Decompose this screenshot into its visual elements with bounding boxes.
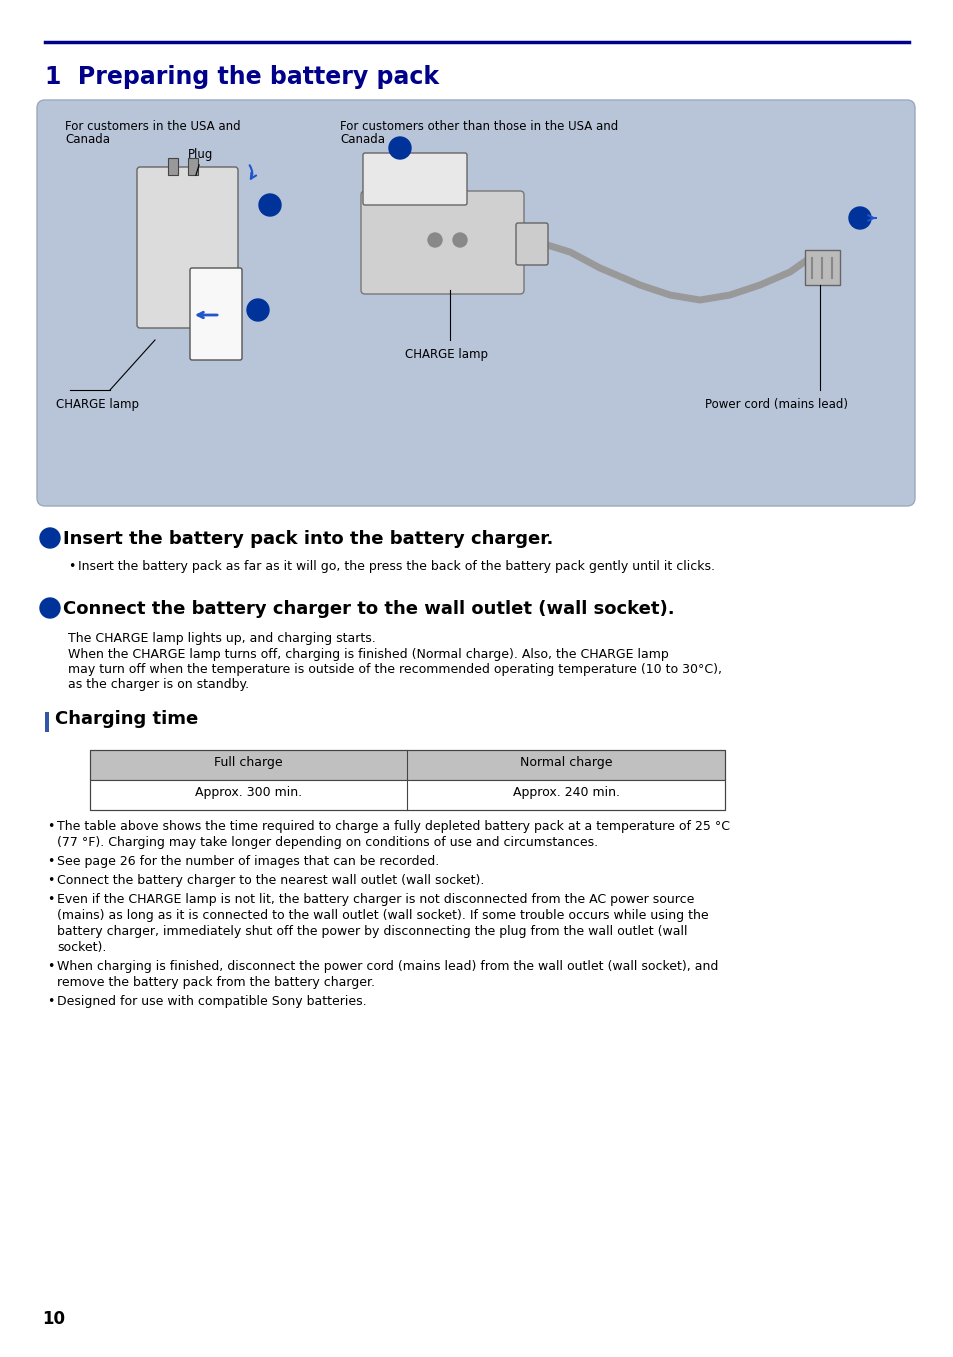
FancyBboxPatch shape: [90, 780, 724, 810]
Text: CHARGE lamp: CHARGE lamp: [405, 347, 488, 361]
Text: •: •: [47, 893, 54, 906]
Text: •: •: [47, 874, 54, 887]
FancyBboxPatch shape: [90, 750, 724, 780]
Text: For customers in the USA and: For customers in the USA and: [65, 119, 240, 133]
Circle shape: [428, 233, 441, 247]
FancyBboxPatch shape: [516, 223, 547, 265]
Text: Approx. 300 min.: Approx. 300 min.: [195, 786, 302, 799]
Text: Insert the battery pack into the battery charger.: Insert the battery pack into the battery…: [63, 531, 553, 548]
Text: •: •: [47, 820, 54, 833]
Text: •: •: [47, 959, 54, 973]
Text: See page 26 for the number of images that can be recorded.: See page 26 for the number of images tha…: [57, 855, 438, 868]
Polygon shape: [804, 250, 840, 285]
FancyBboxPatch shape: [363, 153, 467, 205]
Text: The table above shows the time required to charge a fully depleted battery pack : The table above shows the time required …: [57, 820, 729, 833]
Text: Even if the CHARGE lamp is not lit, the battery charger is not disconnected from: Even if the CHARGE lamp is not lit, the …: [57, 893, 694, 906]
Text: remove the battery pack from the battery charger.: remove the battery pack from the battery…: [57, 976, 375, 989]
Text: Connect the battery charger to the nearest wall outlet (wall socket).: Connect the battery charger to the neare…: [57, 874, 484, 887]
Text: For customers other than those in the USA and: For customers other than those in the US…: [339, 119, 618, 133]
Text: 1: 1: [395, 142, 403, 153]
Text: •: •: [47, 995, 54, 1008]
Text: (mains) as long as it is connected to the wall outlet (wall socket). If some tro: (mains) as long as it is connected to th…: [57, 909, 708, 921]
FancyBboxPatch shape: [45, 712, 49, 731]
Text: socket).: socket).: [57, 940, 107, 954]
Text: Full charge: Full charge: [214, 756, 283, 769]
Text: 1: 1: [46, 533, 53, 543]
Circle shape: [40, 528, 60, 548]
Text: When charging is finished, disconnect the power cord (mains lead) from the wall : When charging is finished, disconnect th…: [57, 959, 718, 973]
Text: CHARGE lamp: CHARGE lamp: [56, 398, 139, 411]
Text: The CHARGE lamp lights up, and charging starts.: The CHARGE lamp lights up, and charging …: [68, 632, 375, 645]
Circle shape: [848, 208, 870, 229]
Text: (77 °F). Charging may take longer depending on conditions of use and circumstanc: (77 °F). Charging may take longer depend…: [57, 836, 598, 849]
Polygon shape: [188, 157, 198, 175]
Text: Approx. 240 min.: Approx. 240 min.: [512, 786, 619, 799]
Text: Canada: Canada: [339, 133, 385, 147]
Circle shape: [258, 194, 281, 216]
Text: •: •: [47, 855, 54, 868]
Text: 10: 10: [42, 1310, 65, 1329]
FancyBboxPatch shape: [137, 167, 237, 328]
Text: Power cord (mains lead): Power cord (mains lead): [704, 398, 847, 411]
FancyBboxPatch shape: [37, 100, 914, 506]
Text: Designed for use with compatible Sony batteries.: Designed for use with compatible Sony ba…: [57, 995, 366, 1008]
Text: •: •: [68, 560, 75, 573]
Text: 1  Preparing the battery pack: 1 Preparing the battery pack: [45, 65, 438, 90]
Text: Plug: Plug: [188, 148, 213, 161]
Text: 2: 2: [855, 213, 863, 223]
Circle shape: [247, 299, 269, 322]
Polygon shape: [168, 157, 178, 175]
Text: 2: 2: [266, 199, 274, 210]
Circle shape: [40, 598, 60, 617]
FancyBboxPatch shape: [190, 267, 242, 360]
Text: Connect the battery charger to the wall outlet (wall socket).: Connect the battery charger to the wall …: [63, 600, 674, 617]
Text: 1: 1: [253, 305, 262, 315]
Circle shape: [453, 233, 467, 247]
Text: When the CHARGE lamp turns off, charging is finished (Normal charge). Also, the : When the CHARGE lamp turns off, charging…: [68, 649, 668, 661]
Text: 2: 2: [46, 603, 53, 613]
Text: Normal charge: Normal charge: [519, 756, 612, 769]
Text: Canada: Canada: [65, 133, 110, 147]
Text: as the charger is on standby.: as the charger is on standby.: [68, 678, 249, 691]
Text: battery charger, immediately shut off the power by disconnecting the plug from t: battery charger, immediately shut off th…: [57, 925, 687, 938]
Text: Charging time: Charging time: [55, 710, 198, 727]
FancyBboxPatch shape: [360, 191, 523, 294]
Circle shape: [389, 137, 411, 159]
Text: may turn off when the temperature is outside of the recommended operating temper: may turn off when the temperature is out…: [68, 664, 721, 676]
Text: Insert the battery pack as far as it will go, the press the back of the battery : Insert the battery pack as far as it wil…: [78, 560, 714, 573]
